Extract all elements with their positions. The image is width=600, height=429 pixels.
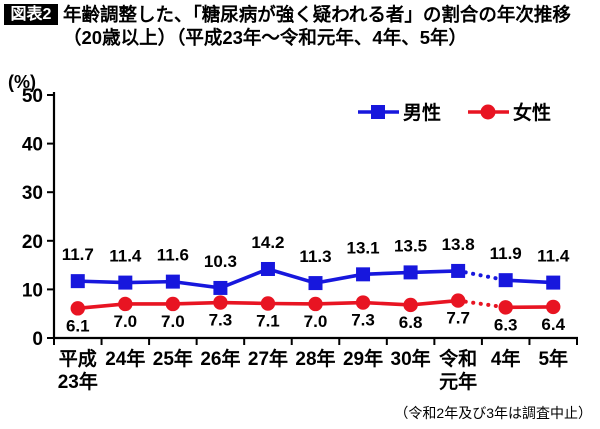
legend-female-label: 女性 <box>513 101 551 124</box>
series-line <box>505 278 554 285</box>
data-point-marker-square <box>308 276 323 291</box>
data-point-marker-square <box>356 267 371 282</box>
x-category-label: 28年 <box>295 347 335 370</box>
x-category-label: 27年 <box>248 347 288 370</box>
data-point-label: 11.3 <box>299 247 331 266</box>
legend-male-marker <box>371 105 385 119</box>
data-point-label: 7.0 <box>113 312 137 331</box>
series-dotted-gap-line <box>456 298 508 310</box>
data-point-marker-square <box>260 261 275 276</box>
data-point-label: 7.3 <box>209 311 233 330</box>
y-tick-label: 0 <box>32 329 43 350</box>
data-point-marker-circle <box>213 295 228 310</box>
series-dotted-gap-line <box>456 268 508 283</box>
chart-title: 年齢調整した、「糖尿病が強く疑われる者」の割合の年次推移 （20歳以上）（平成2… <box>63 3 598 49</box>
data-point-marker-circle <box>403 297 418 313</box>
data-point-label: 13.8 <box>442 235 475 254</box>
data-point-label: 10.3 <box>204 252 237 271</box>
data-point-label: 7.3 <box>351 311 375 330</box>
data-point-marker-circle <box>498 300 513 315</box>
chart-title-line2: （20歳以上）（平成23年～令和元年、4年、5年） <box>63 27 467 48</box>
y-tick-label: 50 <box>22 86 43 107</box>
data-point-label: 7.0 <box>304 312 328 331</box>
x-category-label: 4年 <box>491 347 521 370</box>
x-category-label: 24年 <box>105 347 145 370</box>
series-male: 11.7 11.4 11.6 10.3 14.2 11.3 13.1 13.5 13.8 11.9… <box>62 233 570 295</box>
x-category-label: 23年 <box>58 370 98 393</box>
data-point-label: 11.7 <box>62 245 94 264</box>
y-tick-label: 40 <box>22 135 43 156</box>
data-point-label: 6.3 <box>494 315 518 334</box>
data-point-label: 7.7 <box>446 309 470 328</box>
data-point-marker-square <box>498 273 513 288</box>
data-point-label: 6.8 <box>399 313 423 332</box>
legend: 男性 女性 <box>358 101 551 124</box>
data-point-label: 11.4 <box>537 247 570 266</box>
y-tick-label: 20 <box>22 232 43 253</box>
data-point-marker-square <box>165 274 180 289</box>
data-point-marker-square <box>70 274 85 289</box>
x-axis-labels: 平成23年 24年 25年 26年 27年 28年 29年 30年 令和元年 4年 5年 <box>58 347 568 393</box>
data-point-label: 13.1 <box>346 238 379 257</box>
data-point-marker-square <box>546 275 561 290</box>
data-point-label: 11.4 <box>109 247 142 266</box>
series-female: 6.1 7.0 7.0 7.3 7.1 7.0 7.3 6.8 7.7 6.3 6.4 <box>66 293 566 335</box>
data-point-marker-circle <box>450 293 466 308</box>
x-category-label: 元年 <box>439 370 477 393</box>
axes: (%) 0 10 20 30 40 50 <box>8 72 578 350</box>
x-category-label: 令和 <box>439 347 477 370</box>
x-category-label: 26年 <box>200 347 240 370</box>
chart-title-line1: 年齢調整した、「糖尿病が強く疑われる者」の割合の年次推移 <box>63 4 571 25</box>
data-point-marker-square <box>118 275 133 290</box>
data-point-marker-circle <box>308 296 323 312</box>
x-category-label: 29年 <box>343 347 383 370</box>
x-category-label: 平成 <box>59 347 97 370</box>
data-point-marker-circle <box>355 295 371 310</box>
data-point-marker-circle <box>546 299 561 315</box>
data-point-label: 7.1 <box>256 311 280 330</box>
y-tick-label: 30 <box>22 183 43 204</box>
y-tick-label: 10 <box>22 280 43 301</box>
chart-footnote: （令和2年及び3年は調査中止） <box>394 405 592 421</box>
data-point-label: 13.5 <box>394 236 427 255</box>
data-point-label: 14.2 <box>251 233 284 252</box>
data-point-marker-square <box>403 265 418 280</box>
data-point-label: 11.6 <box>157 246 189 265</box>
data-point-label: 11.9 <box>490 244 522 263</box>
figure-badge: 図表2 <box>4 4 58 25</box>
data-point-marker-square <box>213 280 228 295</box>
data-point-label: 7.0 <box>161 312 185 331</box>
legend-male-label: 男性 <box>403 101 441 124</box>
x-category-label: 30年 <box>391 347 431 370</box>
x-category-label: 25年 <box>153 347 193 370</box>
data-point-marker-circle <box>70 301 85 316</box>
data-point-marker-circle <box>118 296 133 312</box>
data-point-marker-square <box>451 263 466 278</box>
data-point-marker-circle <box>165 296 181 312</box>
data-point-label: 6.4 <box>541 315 565 334</box>
legend-female-marker <box>480 104 496 120</box>
data-point-label: 6.1 <box>66 316 90 335</box>
data-point-marker-circle <box>260 296 276 311</box>
x-category-label: 5年 <box>538 347 568 370</box>
y-axis-unit-label: (%) <box>8 72 36 92</box>
